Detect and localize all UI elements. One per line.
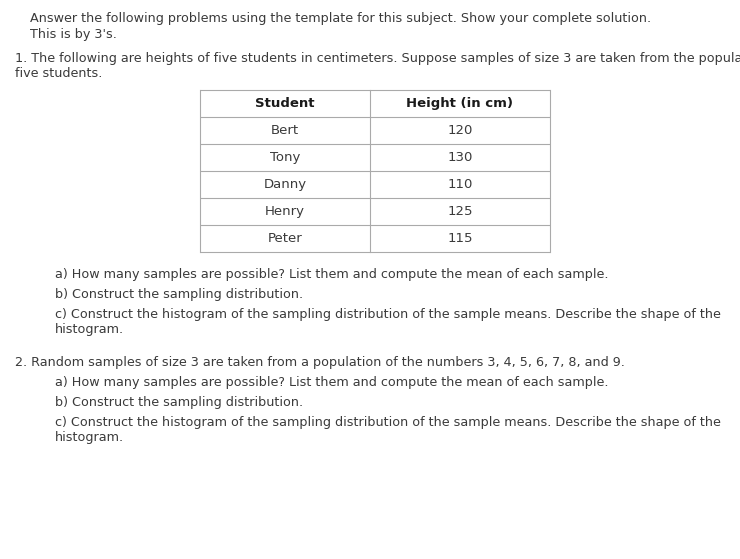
Text: a) How many samples are possible? List them and compute the mean of each sample.: a) How many samples are possible? List t…: [55, 376, 608, 389]
Text: This is by 3's.: This is by 3's.: [30, 28, 117, 41]
Text: Height (in cm): Height (in cm): [406, 97, 514, 110]
Text: 130: 130: [447, 151, 473, 164]
Text: 120: 120: [447, 124, 473, 137]
Text: 125: 125: [447, 205, 473, 218]
Text: Peter: Peter: [268, 232, 303, 245]
Text: 115: 115: [447, 232, 473, 245]
Text: a) How many samples are possible? List them and compute the mean of each sample.: a) How many samples are possible? List t…: [55, 268, 608, 281]
Text: Answer the following problems using the template for this subject. Show your com: Answer the following problems using the …: [30, 12, 651, 25]
Text: five students.: five students.: [15, 67, 102, 80]
Text: Bert: Bert: [271, 124, 299, 137]
Text: c) Construct the histogram of the sampling distribution of the sample means. Des: c) Construct the histogram of the sampli…: [55, 308, 721, 321]
Text: histogram.: histogram.: [55, 323, 124, 336]
Text: Henry: Henry: [265, 205, 305, 218]
Text: 2. Random samples of size 3 are taken from a population of the numbers 3, 4, 5, : 2. Random samples of size 3 are taken fr…: [15, 356, 625, 369]
Text: Student: Student: [255, 97, 314, 110]
Text: 110: 110: [447, 178, 473, 191]
Text: Danny: Danny: [263, 178, 306, 191]
Text: histogram.: histogram.: [55, 431, 124, 444]
Text: 1. The following are heights of five students in centimeters. Suppose samples of: 1. The following are heights of five stu…: [15, 52, 740, 65]
Text: Tony: Tony: [270, 151, 300, 164]
Text: b) Construct the sampling distribution.: b) Construct the sampling distribution.: [55, 288, 303, 301]
Text: c) Construct the histogram of the sampling distribution of the sample means. Des: c) Construct the histogram of the sampli…: [55, 416, 721, 429]
Text: b) Construct the sampling distribution.: b) Construct the sampling distribution.: [55, 396, 303, 409]
